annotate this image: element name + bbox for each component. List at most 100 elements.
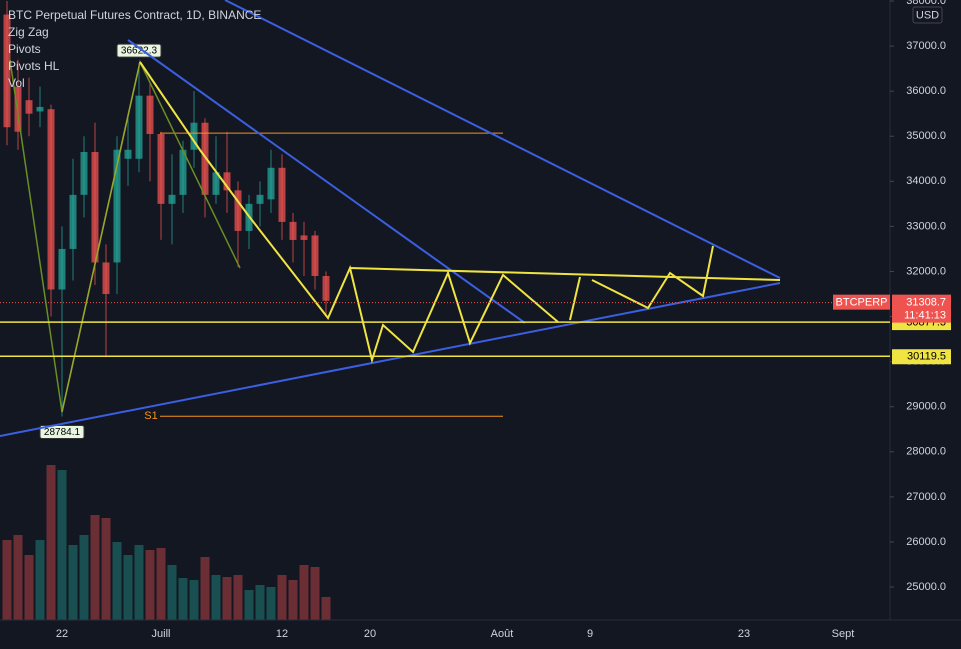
y-tick-label: 28000.0	[906, 446, 946, 458]
volume-bar	[321, 597, 331, 620]
candle-body	[212, 172, 220, 195]
volume-bar	[101, 518, 111, 620]
candle-body	[69, 194, 77, 249]
x-tick-label: Juill	[152, 628, 171, 640]
volume-bar	[13, 535, 23, 620]
y-tick-label: 38000.0	[906, 0, 946, 7]
y-tick-label: 26000.0	[906, 536, 946, 548]
channel-line	[349, 267, 781, 281]
candle-body	[278, 167, 286, 222]
trend-line	[224, 0, 781, 279]
marks: 36622.3 28784.1 S1	[2, 1, 503, 620]
symbol-label: BTCPERP	[836, 297, 888, 309]
zigzag	[569, 276, 581, 321]
zigzag	[591, 245, 714, 310]
price-axis: 25000.026000.027000.028000.029000.030000…	[890, 0, 946, 593]
zigzag	[61, 61, 141, 413]
volume-bar	[156, 548, 166, 620]
indicator: Vol	[8, 76, 25, 90]
y-tick-label: 32000.0	[906, 265, 946, 277]
trend-line	[127, 39, 526, 324]
countdown-label: 11:41:13	[904, 310, 946, 322]
y-tick-label: 33000.0	[906, 220, 946, 232]
candle-body	[190, 122, 198, 150]
chart-title: BTC Perpetual Futures Contract, 1D, BINA…	[8, 8, 261, 22]
volume-bar	[255, 585, 265, 620]
volume-bar	[68, 545, 78, 620]
price-badge	[892, 294, 951, 323]
volume-bar	[145, 550, 155, 620]
candle-body	[91, 152, 99, 263]
indicator: Pivots HL	[8, 59, 60, 73]
volume-bar	[167, 565, 177, 620]
x-tick-label: 22	[56, 628, 68, 640]
volume-bar	[178, 578, 188, 620]
price-label: 31308.7	[906, 297, 946, 309]
volume-bar	[134, 545, 144, 620]
volume-bar	[277, 575, 287, 620]
candle-body	[311, 235, 319, 276]
volume-bar	[57, 470, 67, 620]
volume-bar	[288, 580, 298, 620]
volume-bar	[35, 540, 45, 620]
volume-bar	[112, 542, 122, 620]
volume-bar	[90, 515, 100, 620]
volume-bar	[200, 557, 210, 620]
x-tick-label: Sept	[832, 628, 855, 640]
candle-body	[168, 194, 176, 204]
high-label-box	[116, 43, 162, 58]
currency-box[interactable]	[912, 6, 943, 24]
volume-bar	[2, 540, 12, 620]
candle-body	[179, 149, 187, 195]
symbol-badge	[833, 294, 890, 310]
y-tick-label: 35000.0	[906, 130, 946, 142]
volume-bar	[189, 580, 199, 620]
volume-bar	[123, 555, 133, 620]
candle-body	[25, 100, 33, 114]
y-tick-label: 25000.0	[906, 581, 946, 593]
x-tick-label: 9	[587, 628, 593, 640]
y-tick-label: 34000.0	[906, 175, 946, 187]
volume-bar	[46, 465, 56, 620]
volume-bar	[79, 535, 89, 620]
candle-body	[157, 133, 165, 204]
candle-body	[80, 152, 88, 195]
candle-body	[36, 106, 44, 112]
candle-body	[223, 172, 231, 191]
volume-bar	[310, 567, 320, 620]
candle-body	[47, 109, 55, 290]
candle-body	[300, 235, 308, 240]
candle-body	[256, 194, 264, 204]
pivot-label: S1	[144, 410, 157, 422]
volume-bar	[222, 577, 232, 620]
low-label-box	[39, 424, 85, 439]
candle-body	[289, 221, 297, 240]
level-badge	[892, 349, 951, 365]
x-tick-label: 20	[364, 628, 376, 640]
volume-bar	[299, 565, 309, 620]
volume-bar	[233, 575, 243, 620]
plot-area: 36622.3 28784.1 S1	[0, 0, 781, 620]
x-tick-label: Août	[491, 628, 514, 640]
level-label: 30119.5	[907, 351, 946, 363]
candle-body	[322, 275, 330, 301]
volume-bar	[211, 575, 221, 620]
candle-body	[3, 14, 11, 128]
y-tick-label: 27000.0	[906, 491, 946, 503]
volume-bar	[244, 590, 254, 620]
candle-body	[146, 95, 154, 134]
candle-body	[102, 262, 110, 295]
y-tick-label: 36000.0	[906, 85, 946, 97]
candle-body	[124, 149, 132, 159]
low-label: 28784.1	[44, 427, 81, 438]
zigzag	[139, 61, 559, 364]
x-tick-label: 23	[738, 628, 750, 640]
candle-body	[267, 167, 275, 200]
drawings	[0, 0, 781, 437]
indicator: Zig Zag	[8, 25, 49, 39]
trend-line	[0, 282, 781, 437]
candle-body	[234, 190, 242, 231]
candle-body	[58, 248, 66, 290]
y-tick-label: 29000.0	[906, 401, 946, 413]
